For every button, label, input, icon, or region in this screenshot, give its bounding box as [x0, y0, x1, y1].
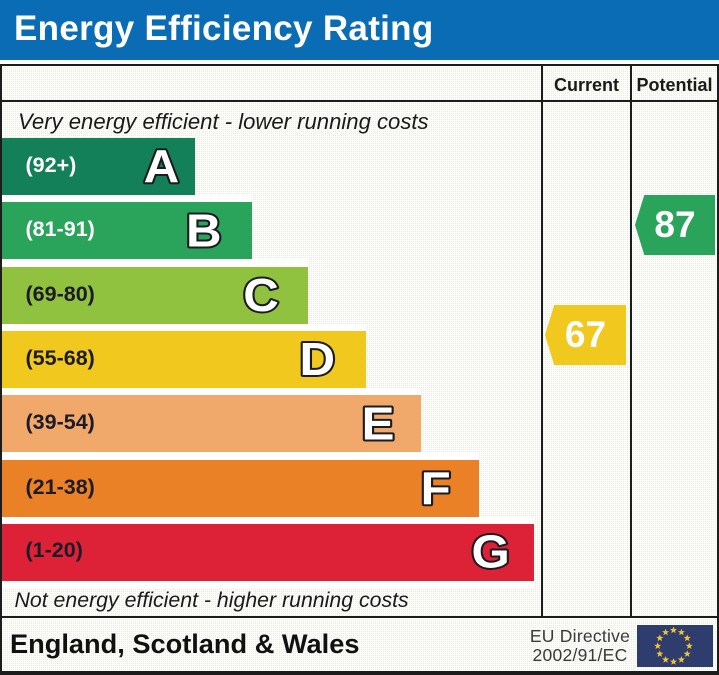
svg-text:G: G	[471, 527, 509, 578]
svg-text:C: C	[243, 270, 279, 321]
svg-text:B: B	[186, 206, 222, 257]
svg-text:F: F	[421, 463, 451, 514]
svg-text:A: A	[144, 141, 180, 192]
svg-text:E: E	[362, 399, 395, 450]
svg-text:D: D	[300, 335, 336, 386]
